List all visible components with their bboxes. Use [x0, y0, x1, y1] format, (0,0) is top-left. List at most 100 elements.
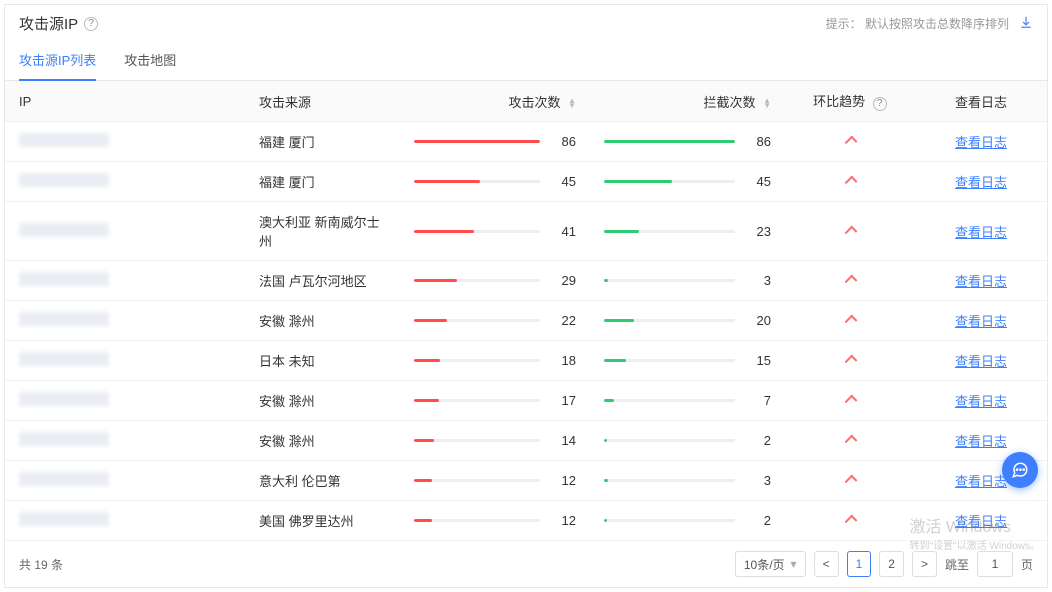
- table-body: 福建 厦门8686查看日志福建 厦门4545查看日志澳大利亚 新南威尔士州412…: [5, 122, 1047, 541]
- trend-cell: [785, 461, 915, 501]
- source-cell: 福建 厦门: [245, 162, 400, 202]
- attacks-cell: 12: [400, 461, 590, 501]
- jump-input[interactable]: [977, 551, 1013, 577]
- trend-cell: [785, 421, 915, 461]
- page-2-button[interactable]: 2: [879, 551, 904, 577]
- panel-title: 攻击源IP: [19, 13, 78, 34]
- table-row: 安徽 滁州142 查看日志: [5, 421, 1047, 461]
- trend-up-icon: [847, 436, 853, 448]
- attacks-cell: 12: [400, 501, 590, 541]
- col-trend[interactable]: 环比趋势 ?: [785, 81, 915, 122]
- ip-redacted: [19, 432, 109, 446]
- blocks-cell: 2: [590, 421, 785, 461]
- jump-suffix: 页: [1021, 556, 1033, 573]
- table-footer: 共 19 条 10条/页 ▾ < 12 > 跳至 页: [5, 541, 1047, 587]
- next-page-button[interactable]: >: [912, 551, 937, 577]
- source-cell: 意大利 伦巴第: [245, 461, 400, 501]
- attacks-cell: 41: [400, 202, 590, 261]
- trend-up-icon: [847, 227, 853, 239]
- source-cell: 澳大利亚 新南威尔士州: [245, 202, 400, 261]
- ip-redacted: [19, 272, 109, 286]
- view-log-link[interactable]: 查看日志: [955, 274, 1007, 289]
- col-ip[interactable]: IP: [5, 81, 245, 122]
- hint-text: 提示： 默认按照攻击总数降序排列: [826, 15, 1009, 32]
- source-cell: 美国 佛罗里达州: [245, 501, 400, 541]
- tab-攻击地图[interactable]: 攻击地图: [124, 42, 176, 81]
- attacks-cell: 22: [400, 301, 590, 341]
- table-row: 安徽 滁州177 查看日志: [5, 381, 1047, 421]
- table-row: 法国 卢瓦尔河地区293查看日志: [5, 261, 1047, 301]
- trend-up-icon: [847, 316, 853, 328]
- ip-redacted: [19, 352, 109, 366]
- sort-icon: ▲▼: [568, 98, 576, 108]
- ip-redacted: [19, 312, 109, 326]
- jump-label: 跳至: [945, 556, 969, 573]
- download-icon[interactable]: [1019, 15, 1033, 32]
- view-log-link[interactable]: 查看日志: [955, 354, 1007, 369]
- tabs: 攻击源IP列表攻击地图: [5, 34, 1047, 81]
- blocks-cell: 15: [590, 341, 785, 381]
- trend-cell: [785, 122, 915, 162]
- help-icon[interactable]: ?: [873, 97, 887, 111]
- trend-cell: [785, 301, 915, 341]
- trend-cell: [785, 202, 915, 261]
- prev-page-button[interactable]: <: [814, 551, 839, 577]
- trend-up-icon: [847, 276, 853, 288]
- trend-cell: [785, 261, 915, 301]
- col-attacks[interactable]: 攻击次数 ▲▼: [400, 81, 590, 122]
- pagination: 10条/页 ▾ < 12 > 跳至 页: [735, 551, 1033, 577]
- trend-cell: [785, 381, 915, 421]
- tab-攻击源IP列表[interactable]: 攻击源IP列表: [19, 42, 96, 81]
- col-source[interactable]: 攻击来源: [245, 81, 400, 122]
- trend-cell: [785, 162, 915, 202]
- table-row: 意大利 伦巴第123查看日志: [5, 461, 1047, 501]
- attacks-cell: 17: [400, 381, 590, 421]
- blocks-cell: 3: [590, 261, 785, 301]
- total-text: 共 19 条: [19, 556, 63, 573]
- help-icon[interactable]: ?: [84, 17, 98, 31]
- blocks-cell: 2: [590, 501, 785, 541]
- ip-redacted: [19, 173, 109, 187]
- view-log-link[interactable]: 查看日志: [955, 434, 1007, 449]
- source-cell: 安徽 滁州: [245, 421, 400, 461]
- trend-up-icon: [847, 137, 853, 149]
- attacks-cell: 45: [400, 162, 590, 202]
- view-log-link[interactable]: 查看日志: [955, 394, 1007, 409]
- source-cell: 安徽 滁州: [245, 301, 400, 341]
- ip-redacted: [19, 133, 109, 147]
- trend-up-icon: [847, 396, 853, 408]
- trend-up-icon: [847, 356, 853, 368]
- ip-redacted: [19, 223, 109, 237]
- trend-up-icon: [847, 476, 853, 488]
- attacks-cell: 18: [400, 341, 590, 381]
- chevron-down-icon: ▾: [791, 557, 797, 571]
- trend-up-icon: [847, 516, 853, 528]
- blocks-cell: 7: [590, 381, 785, 421]
- source-cell: 福建 厦门: [245, 122, 400, 162]
- table-row: 福建 厦门8686查看日志: [5, 122, 1047, 162]
- view-log-link[interactable]: 查看日志: [955, 175, 1007, 190]
- chat-fab[interactable]: [1002, 452, 1038, 488]
- page-1-button[interactable]: 1: [847, 551, 872, 577]
- attacks-cell: 29: [400, 261, 590, 301]
- view-log-link[interactable]: 查看日志: [955, 514, 1007, 529]
- table-row: 日本 未知1815 查看日志: [5, 341, 1047, 381]
- view-log-link[interactable]: 查看日志: [955, 225, 1007, 240]
- page-size-select[interactable]: 10条/页 ▾: [735, 551, 806, 577]
- panel-header: 攻击源IP ? 提示： 默认按照攻击总数降序排列: [5, 5, 1047, 34]
- view-log-link[interactable]: 查看日志: [955, 314, 1007, 329]
- ip-redacted: [19, 472, 109, 486]
- table-row: 澳大利亚 新南威尔士州4123查看日志: [5, 202, 1047, 261]
- view-log-link[interactable]: 查看日志: [955, 474, 1007, 489]
- source-cell: 日本 未知: [245, 341, 400, 381]
- view-log-link[interactable]: 查看日志: [955, 135, 1007, 150]
- trend-cell: [785, 501, 915, 541]
- attacks-cell: 14: [400, 421, 590, 461]
- source-cell: 安徽 滁州: [245, 381, 400, 421]
- blocks-cell: 20: [590, 301, 785, 341]
- ip-redacted: [19, 392, 109, 406]
- sort-icon: ▲▼: [763, 98, 771, 108]
- ip-redacted: [19, 512, 109, 526]
- trend-cell: [785, 341, 915, 381]
- col-blocks[interactable]: 拦截次数 ▲▼: [590, 81, 785, 122]
